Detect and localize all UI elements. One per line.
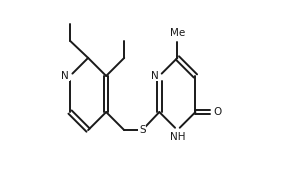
Text: N: N xyxy=(61,71,69,81)
Text: Me: Me xyxy=(170,28,185,38)
Text: NH: NH xyxy=(170,132,185,142)
Text: O: O xyxy=(213,107,222,117)
Text: N: N xyxy=(151,71,158,81)
Text: S: S xyxy=(139,125,146,135)
